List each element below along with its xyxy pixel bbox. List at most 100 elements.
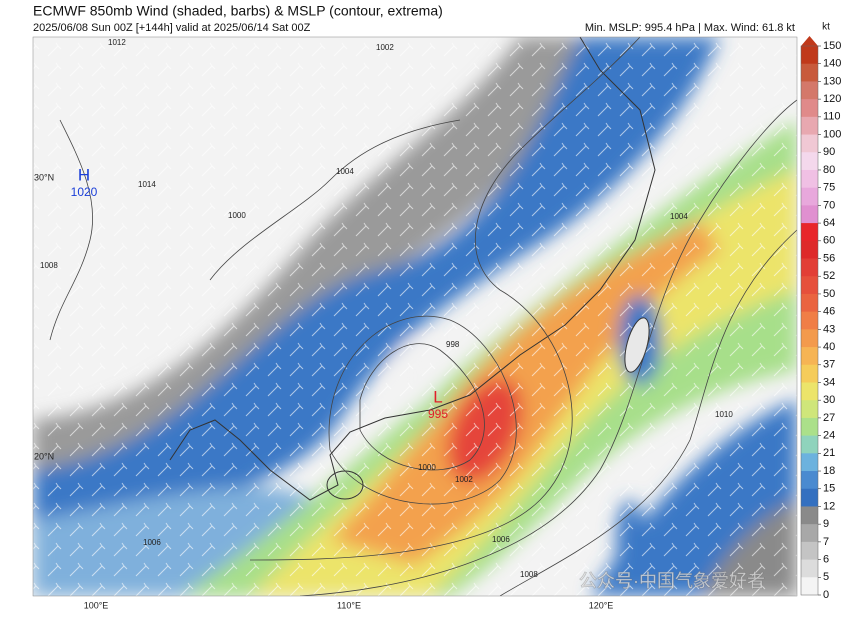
colorbar-label: 24 — [823, 430, 835, 442]
colorbar-label: 75 — [823, 182, 835, 194]
colorbar-label: 150 — [823, 40, 841, 52]
colorbar-arrow — [801, 36, 818, 46]
colorbar-label: 12 — [823, 500, 835, 512]
colorbar-band — [801, 559, 818, 578]
wind-barbs — [33, 37, 797, 596]
colorbar-band — [801, 524, 818, 543]
contour-label: 1012 — [108, 38, 126, 47]
colorbar-label: 60 — [823, 235, 835, 247]
colorbar-band — [801, 541, 818, 561]
colorbar-band — [801, 577, 818, 596]
subtitle: 2025/06/08 Sun 00Z [+144h] valid at 2025… — [33, 22, 311, 34]
map-area — [33, 37, 797, 596]
high-letter: H — [78, 165, 90, 184]
colorbar-label: 37 — [823, 359, 835, 371]
title: ECMWF 850mb Wind (shaded, barbs) & MSLP … — [33, 3, 443, 19]
lat-label: 20°N — [34, 451, 54, 461]
colorbar-band — [801, 187, 818, 206]
colorbar-label: 27 — [823, 412, 835, 424]
coastline — [169, 37, 656, 501]
colorbar-label: 43 — [823, 323, 835, 335]
lon-label: 120°E — [589, 600, 614, 610]
colorbar-label: 100 — [823, 128, 841, 140]
contour-label: 1000 — [228, 211, 246, 220]
lon-label: 100°E — [84, 600, 109, 610]
colorbar-label: 130 — [823, 75, 841, 87]
colorbar-band — [801, 152, 818, 171]
contour-label: 1004 — [336, 167, 354, 176]
colorbar-band — [801, 116, 818, 136]
colorbar-band — [801, 435, 818, 454]
colorbar-label: 6 — [823, 553, 829, 565]
watermark: 公众号·中国气象爱好者 — [579, 571, 765, 591]
colorbar-band — [801, 506, 818, 525]
colorbar-frame — [800, 45, 819, 596]
lat-label: 30°N — [34, 172, 54, 182]
colorbar-label: 140 — [823, 58, 841, 70]
colorbar-band — [801, 99, 818, 118]
low-letter: L — [433, 387, 442, 406]
colorbar-label: 52 — [823, 270, 835, 282]
colorbar-label: 40 — [823, 341, 835, 353]
colorbar-band — [801, 488, 818, 507]
colorbar-label: 110 — [823, 111, 841, 123]
colorbar-band — [801, 240, 818, 260]
low-pressure: 995 — [428, 407, 448, 421]
colorbar: 1501401301201101009080757064605652504643… — [800, 36, 841, 601]
colorbar-label: 9 — [823, 518, 829, 530]
high-pressure: 1020 — [71, 185, 98, 199]
colorbar-label: 80 — [823, 164, 835, 176]
colorbar-label: 64 — [823, 217, 835, 229]
colorbar-band — [801, 453, 818, 472]
colorbar-band — [801, 169, 818, 189]
colorbar-label: 46 — [823, 306, 835, 318]
colorbar-label: 30 — [823, 394, 835, 406]
colorbar-band — [801, 364, 818, 383]
colorbar-band — [801, 400, 818, 419]
colorbar-band — [801, 258, 818, 277]
contour-label: 1006 — [492, 535, 510, 544]
colorbar-band — [801, 81, 818, 100]
colorbar-label: 7 — [823, 536, 829, 548]
colorbar-label: 56 — [823, 252, 835, 264]
colorbar-band — [801, 46, 818, 65]
colorbar-band — [801, 223, 818, 242]
colorbar-label: 15 — [823, 483, 835, 495]
colorbar-label: 5 — [823, 571, 829, 583]
colorbar-label: 50 — [823, 288, 835, 300]
colorbar-band — [801, 382, 818, 401]
colorbar-label: 90 — [823, 146, 835, 158]
colorbar-band — [801, 134, 818, 153]
colorbar-band — [801, 63, 818, 82]
colorbar-band — [801, 293, 818, 313]
contour-label: 1014 — [138, 180, 156, 189]
colorbar-label: 18 — [823, 465, 835, 477]
colorbar-label: 21 — [823, 447, 835, 459]
contour-label: 1000 — [418, 463, 436, 472]
colorbar-label: 120 — [823, 93, 841, 105]
stats: Min. MSLP: 995.4 hPa | Max. Wind: 61.8 k… — [585, 22, 795, 34]
lon-label: 110°E — [337, 600, 361, 610]
colorbar-band — [801, 417, 818, 437]
contour-label: 998 — [446, 340, 460, 349]
contour-label: 1008 — [40, 261, 58, 270]
colorbar-band — [801, 471, 818, 490]
colorbar-band — [801, 311, 818, 330]
colorbar-band — [801, 329, 818, 348]
colorbar-label: 34 — [823, 376, 835, 388]
contour-label: 1004 — [670, 212, 688, 221]
isobars — [49, 37, 797, 596]
colorbar-label: 0 — [823, 589, 829, 601]
contour-label: 1002 — [455, 475, 473, 484]
map-frame — [32, 36, 798, 597]
contour-label: 1002 — [376, 43, 394, 52]
contour-label: 1010 — [715, 410, 733, 419]
colorbar-band — [801, 347, 818, 366]
contour-label: 1006 — [143, 538, 161, 547]
colorbar-band — [801, 205, 818, 224]
colorbar-unit: kt — [822, 22, 830, 33]
colorbar-band — [801, 276, 818, 295]
